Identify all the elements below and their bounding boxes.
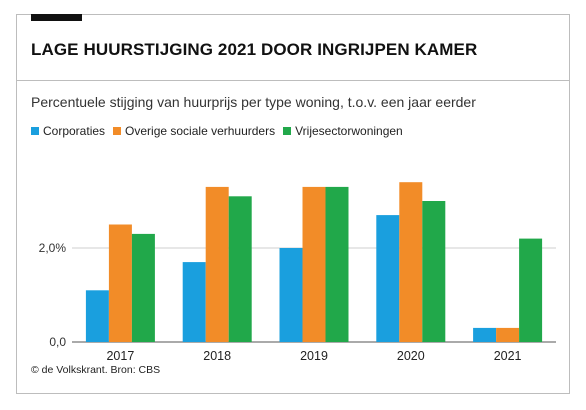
bar-corporaties-2018 bbox=[182, 262, 206, 342]
bar-corporaties-2017 bbox=[85, 290, 109, 342]
chart-title: LAGE HUURSTIJGING 2021 DOOR INGRIJPEN KA… bbox=[31, 40, 478, 59]
bar-overige-sociale-verhuurders-2017 bbox=[108, 224, 132, 342]
legend-item-corporaties: Corporaties bbox=[31, 124, 105, 138]
bar-corporaties-2020 bbox=[376, 215, 400, 342]
x-tick-label-2021: 2021 bbox=[494, 349, 522, 363]
bar-corporaties-2019 bbox=[279, 248, 303, 342]
bar-corporaties-2021 bbox=[473, 327, 497, 342]
bar-vrijesectorwoningen-2020 bbox=[422, 201, 446, 342]
legend-item-vrijesectorwoningen: Vrijesectorwoningen bbox=[283, 124, 403, 138]
x-tick-label-2019: 2019 bbox=[300, 349, 328, 363]
bar-vrijesectorwoningen-2021 bbox=[519, 238, 543, 342]
bar-overige-sociale-verhuurders-2019 bbox=[302, 186, 326, 342]
legend-swatch-corporaties bbox=[31, 127, 39, 135]
legend-swatch-vrijesectorwoningen bbox=[283, 127, 292, 135]
source-credit: © de Volkskrant. Bron: CBS bbox=[31, 364, 161, 376]
legend-label-vrijesectorwoningen: Vrijesectorwoningen bbox=[295, 124, 403, 138]
bar-overige-sociale-verhuurders-2018 bbox=[205, 186, 229, 342]
x-tick-label-2018: 2018 bbox=[203, 349, 231, 363]
chart-subtitle: Percentuele stijging van huurprijs per t… bbox=[31, 94, 476, 110]
legend-item-overige-sociale-verhuurders: Overige sociale verhuurders bbox=[113, 124, 275, 138]
header-divider bbox=[16, 80, 570, 81]
bar-vrijesectorwoningen-2019 bbox=[325, 186, 349, 342]
bar-overige-sociale-verhuurders-2020 bbox=[399, 182, 423, 342]
x-tick-label-2017: 2017 bbox=[106, 349, 134, 363]
legend-label-overige-sociale-verhuurders: Overige sociale verhuurders bbox=[125, 124, 276, 138]
x-tick-label-2020: 2020 bbox=[397, 349, 425, 363]
bar-vrijesectorwoningen-2017 bbox=[131, 233, 155, 342]
legend-label-corporaties: Corporaties bbox=[43, 124, 106, 138]
chart-frame bbox=[16, 14, 570, 394]
legend: Corporaties Overige sociale verhuurders … bbox=[31, 124, 411, 138]
header-accent-bar bbox=[31, 14, 82, 21]
bar-vrijesectorwoningen-2018 bbox=[228, 196, 252, 342]
bar-overige-sociale-verhuurders-2021 bbox=[496, 327, 520, 342]
y-tick-label: 2,0% bbox=[39, 241, 67, 255]
legend-swatch-overige-sociale-verhuurders bbox=[113, 127, 122, 135]
y-tick-label: 0,0 bbox=[49, 335, 66, 349]
